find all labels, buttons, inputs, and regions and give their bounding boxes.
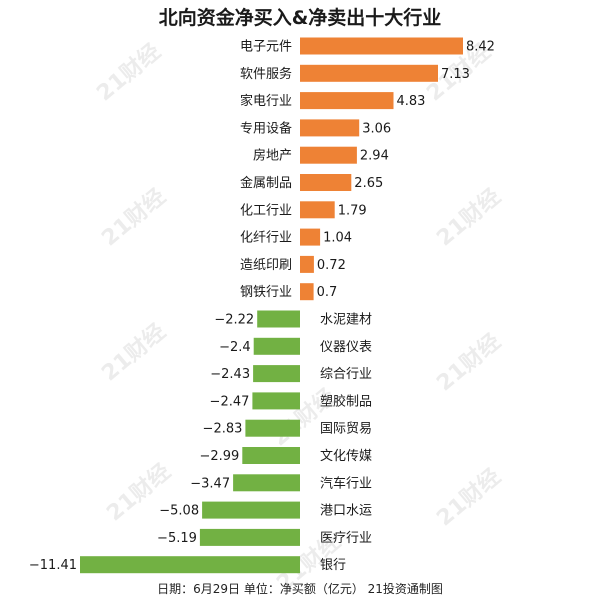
bar bbox=[202, 501, 300, 519]
category-label: 造纸印刷 bbox=[240, 258, 292, 273]
category-label: 家电行业 bbox=[240, 93, 292, 109]
category-label: 仪器仪表 bbox=[320, 340, 372, 355]
bar bbox=[80, 556, 300, 574]
value-label: −2.43 bbox=[210, 367, 250, 382]
category-label: 化纤行业 bbox=[240, 231, 292, 246]
bar bbox=[253, 365, 300, 383]
category-label: 房地产 bbox=[253, 148, 292, 164]
category-label: 电子元件 bbox=[240, 40, 292, 55]
bar bbox=[245, 419, 300, 437]
bar bbox=[257, 310, 300, 328]
value-label: −2.99 bbox=[199, 449, 239, 464]
bar bbox=[253, 337, 300, 355]
bar bbox=[242, 447, 300, 464]
value-label: −2.83 bbox=[203, 422, 243, 437]
category-label: 钢铁行业 bbox=[240, 285, 292, 300]
bar bbox=[300, 92, 394, 110]
bar bbox=[300, 174, 352, 191]
value-label: 2.94 bbox=[360, 149, 389, 164]
value-label: 8.42 bbox=[466, 40, 495, 55]
category-label: 化工行业 bbox=[240, 203, 292, 218]
bar bbox=[300, 146, 357, 164]
category-label: 水泥建材 bbox=[320, 313, 372, 328]
value-label: −2.4 bbox=[219, 340, 251, 355]
bar bbox=[300, 255, 314, 273]
value-label: 3.06 bbox=[362, 121, 391, 136]
bar bbox=[252, 392, 300, 410]
category-label: 港口水运 bbox=[320, 504, 372, 519]
category-label: 国际贸易 bbox=[320, 422, 372, 437]
category-label: 专用设备 bbox=[240, 120, 292, 136]
value-label: −2.47 bbox=[210, 394, 250, 409]
value-label: −2.22 bbox=[214, 313, 254, 328]
chart-title: 北向资金净买入&净卖出十大行业 bbox=[158, 7, 442, 29]
category-label: 综合行业 bbox=[320, 367, 372, 382]
value-label: 1.79 bbox=[338, 203, 367, 218]
category-label: 文化传媒 bbox=[320, 449, 372, 464]
value-label: 0.7 bbox=[317, 285, 338, 300]
bar bbox=[300, 119, 360, 137]
bar bbox=[233, 474, 300, 492]
category-label: 银行 bbox=[320, 558, 346, 573]
bar bbox=[300, 283, 314, 301]
category-label: 软件服务 bbox=[240, 66, 292, 82]
category-label: 金属制品 bbox=[240, 175, 292, 191]
value-label: 2.65 bbox=[354, 176, 383, 191]
category-label: 塑胶制品 bbox=[320, 393, 372, 409]
bar bbox=[199, 528, 300, 546]
value-label: 1.04 bbox=[323, 231, 352, 246]
value-label: −3.47 bbox=[190, 476, 230, 491]
bar bbox=[300, 201, 335, 219]
bar bbox=[300, 37, 463, 55]
value-label: −5.08 bbox=[159, 504, 199, 519]
category-label: 汽车行业 bbox=[320, 475, 372, 491]
bar bbox=[300, 228, 321, 246]
value-label: 4.83 bbox=[397, 94, 426, 109]
value-label: −5.19 bbox=[157, 531, 197, 546]
category-label: 医疗行业 bbox=[320, 531, 372, 546]
bar bbox=[300, 64, 438, 82]
value-label: 0.72 bbox=[317, 258, 346, 273]
footer-note: 日期：6月29日 单位：净买额（亿元） 21投资通制图 bbox=[157, 582, 443, 596]
value-label: −11.41 bbox=[29, 558, 77, 573]
value-label: 7.13 bbox=[441, 67, 470, 82]
